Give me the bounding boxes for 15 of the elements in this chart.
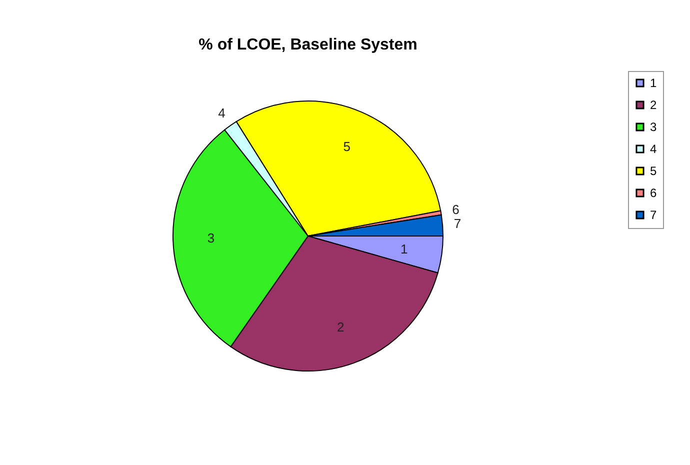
slice-label: 3 [207,230,215,246]
slice-label: 7 [454,216,462,232]
chart-title: % of LCOE, Baseline System [198,36,418,54]
legend-label: 2 [650,98,657,112]
slice-label: 1 [400,241,408,256]
slice-label: 6 [452,202,460,218]
slice-label: 2 [336,319,344,334]
legend-label: 1 [650,76,657,90]
legend-label: 3 [650,120,657,134]
legend-label: 5 [650,164,657,178]
legend-label: 7 [650,208,657,222]
slice-label: 5 [343,139,350,154]
slice-label: 4 [218,105,226,120]
legend-label: 4 [650,142,657,156]
legend-label: 6 [650,186,657,200]
